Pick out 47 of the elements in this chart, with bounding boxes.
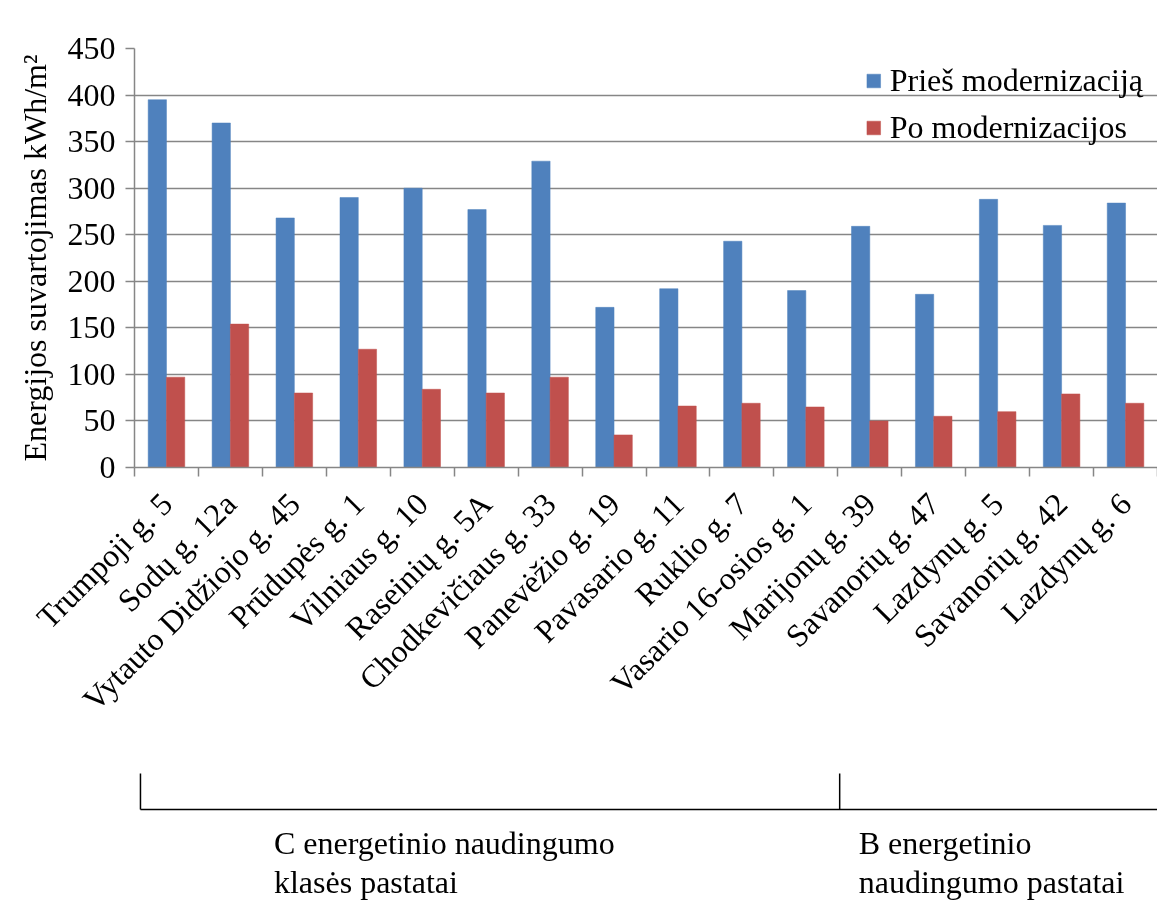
bar bbox=[421, 389, 441, 468]
y-tick-label: 400 bbox=[67, 76, 116, 113]
y-tick-label: 250 bbox=[67, 216, 116, 253]
bar bbox=[1107, 202, 1126, 468]
bar bbox=[613, 434, 633, 468]
bar bbox=[485, 392, 505, 468]
bar bbox=[1043, 225, 1062, 468]
bar bbox=[549, 376, 569, 468]
y-tick-label: 100 bbox=[67, 355, 116, 392]
bar bbox=[723, 240, 743, 468]
bar bbox=[294, 392, 313, 468]
bar bbox=[230, 323, 249, 468]
bar bbox=[275, 217, 295, 468]
bar bbox=[787, 290, 807, 468]
y-tick-label: 350 bbox=[67, 123, 116, 160]
bar bbox=[677, 405, 697, 468]
y-tick-label: 450 bbox=[67, 30, 116, 66]
y-tick-label: 50 bbox=[83, 402, 116, 439]
bar bbox=[805, 406, 825, 468]
bar bbox=[659, 288, 679, 468]
bar bbox=[166, 376, 185, 468]
bar bbox=[997, 411, 1017, 468]
bar bbox=[1125, 403, 1145, 468]
bar bbox=[211, 122, 231, 468]
bar bbox=[979, 199, 998, 468]
y-tick-label: 0 bbox=[99, 449, 116, 485]
bar bbox=[741, 403, 761, 468]
y-tick-label: 200 bbox=[67, 262, 116, 299]
bar bbox=[915, 294, 934, 468]
y-tick-label: 300 bbox=[67, 169, 116, 206]
bar bbox=[467, 209, 487, 468]
bar bbox=[358, 349, 377, 468]
bar bbox=[339, 197, 359, 468]
text: B energetinio naudingumo pastatai bbox=[858, 824, 1125, 901]
bar bbox=[531, 160, 551, 468]
legend-label: Po modernizacijos bbox=[889, 109, 1128, 146]
legend-label: Prieš modernizaciją bbox=[889, 62, 1143, 99]
bar bbox=[147, 99, 167, 468]
y-axis-title: Energijos suvartojimas kWh/m² bbox=[16, 54, 53, 462]
bar bbox=[851, 226, 871, 468]
bar bbox=[1061, 393, 1081, 468]
bar bbox=[403, 187, 423, 468]
text: C energetinio naudingumo klasės pastatai bbox=[273, 824, 615, 901]
bar bbox=[869, 420, 889, 468]
y-tick-label: 150 bbox=[67, 309, 116, 346]
bar bbox=[933, 416, 953, 468]
bar bbox=[595, 307, 615, 468]
